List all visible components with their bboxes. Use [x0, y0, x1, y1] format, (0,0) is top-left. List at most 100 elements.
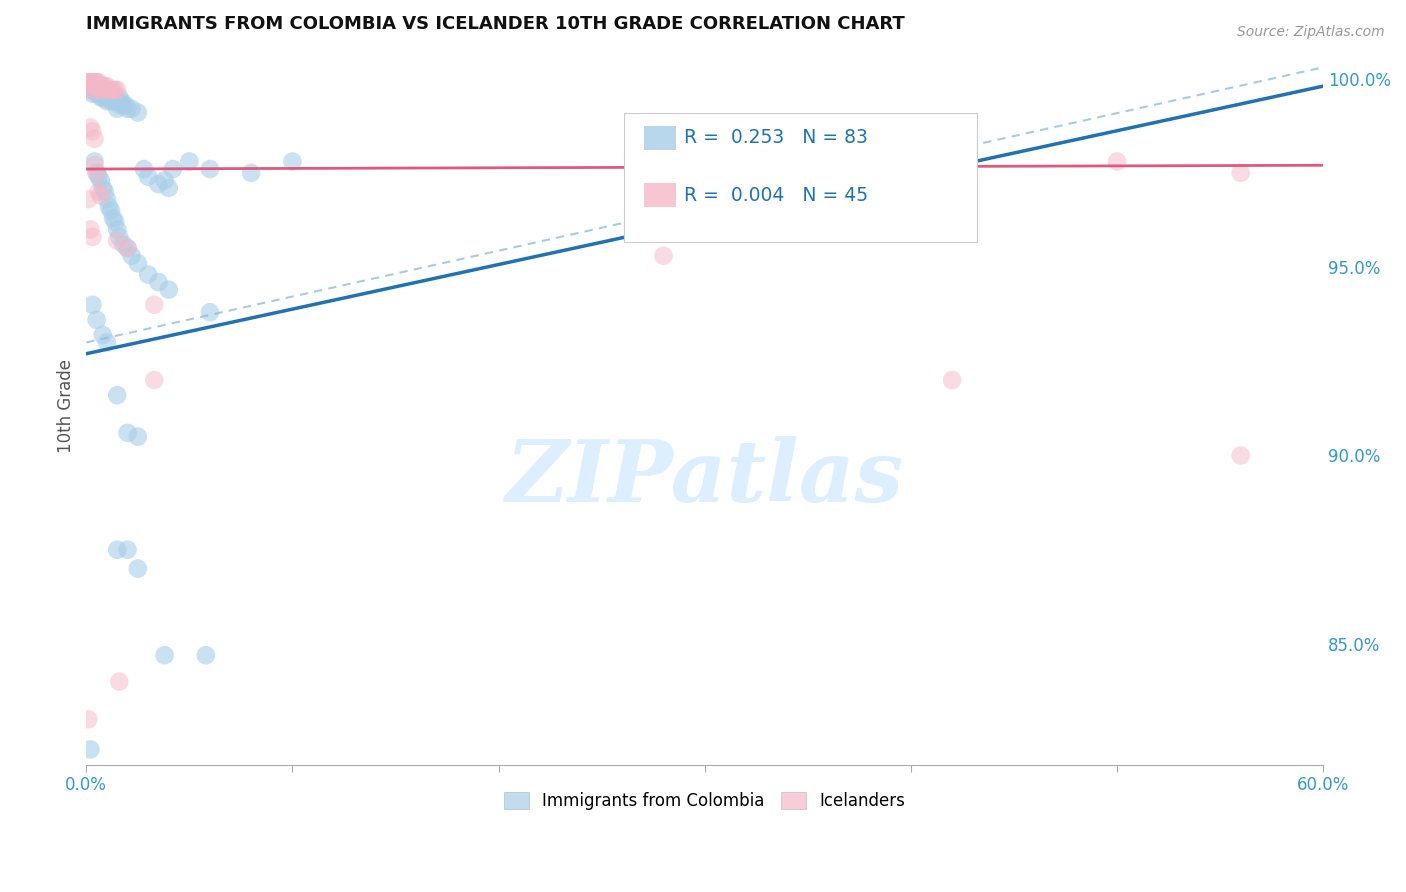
Point — [82, 75, 104, 89]
Point — [198, 162, 221, 177]
Point — [87, 169, 110, 184]
Point — [90, 87, 112, 101]
Point — [94, 83, 117, 97]
Point — [1229, 166, 1251, 180]
Point — [87, 79, 110, 94]
Point — [110, 94, 132, 108]
Point — [104, 215, 127, 229]
Point — [112, 237, 135, 252]
Point — [86, 79, 108, 94]
Point — [83, 132, 105, 146]
Y-axis label: 10th Grade: 10th Grade — [58, 359, 75, 453]
Point — [96, 83, 118, 97]
Point — [127, 105, 149, 120]
Point — [91, 79, 114, 94]
Point — [127, 256, 149, 270]
Point — [86, 166, 108, 180]
Point — [79, 79, 101, 94]
Point — [98, 83, 121, 97]
Point — [1105, 154, 1128, 169]
Point — [90, 79, 112, 94]
Text: Source: ZipAtlas.com: Source: ZipAtlas.com — [1237, 25, 1385, 39]
Point — [91, 87, 114, 101]
Point — [121, 249, 143, 263]
Point — [117, 102, 139, 116]
Text: R =  0.253   N = 83: R = 0.253 N = 83 — [683, 128, 868, 147]
Point — [104, 90, 127, 104]
Point — [112, 98, 135, 112]
Point — [77, 75, 100, 89]
Point — [136, 169, 159, 184]
Point — [94, 90, 117, 104]
Point — [90, 79, 112, 94]
Point — [143, 298, 166, 312]
Point — [82, 298, 104, 312]
Point — [90, 90, 112, 104]
Point — [96, 335, 118, 350]
Point — [105, 222, 128, 236]
Point — [83, 79, 105, 94]
Point — [101, 87, 124, 101]
Point — [101, 83, 124, 97]
Point — [105, 102, 128, 116]
Point — [105, 83, 128, 97]
Point — [96, 87, 118, 101]
Point — [83, 75, 105, 89]
Point — [87, 83, 110, 97]
Point — [79, 83, 101, 97]
Point — [148, 177, 170, 191]
Point — [127, 429, 149, 443]
Point — [117, 425, 139, 440]
Point — [86, 166, 108, 180]
Point — [153, 173, 176, 187]
Point — [83, 154, 105, 169]
Point — [82, 75, 104, 89]
Point — [79, 120, 101, 135]
Point — [86, 79, 108, 94]
Point — [100, 94, 122, 108]
Point — [108, 98, 131, 112]
Text: R =  0.004   N = 45: R = 0.004 N = 45 — [683, 186, 868, 205]
Point — [104, 83, 127, 97]
Point — [83, 75, 105, 89]
Point — [98, 90, 121, 104]
Point — [82, 87, 104, 101]
Point — [90, 83, 112, 97]
Point — [117, 241, 139, 255]
Point — [94, 79, 117, 94]
Point — [79, 79, 101, 94]
Point — [652, 249, 675, 263]
Point — [108, 230, 131, 244]
Point — [91, 327, 114, 342]
Text: ZIPatlas: ZIPatlas — [506, 436, 904, 520]
Point — [87, 87, 110, 101]
Point — [281, 154, 304, 169]
Point — [87, 185, 110, 199]
Point — [90, 173, 112, 187]
Point — [100, 83, 122, 97]
Point — [162, 162, 184, 177]
Point — [79, 742, 101, 756]
Point — [77, 192, 100, 206]
Point — [198, 305, 221, 319]
Point — [179, 154, 201, 169]
Point — [98, 200, 121, 214]
Point — [86, 75, 108, 89]
Point — [91, 83, 114, 97]
Point — [117, 542, 139, 557]
Point — [105, 388, 128, 402]
Point — [105, 234, 128, 248]
Point — [82, 79, 104, 94]
Point — [96, 94, 118, 108]
Point — [87, 75, 110, 89]
FancyBboxPatch shape — [644, 183, 676, 208]
Point — [87, 79, 110, 94]
Point — [90, 188, 112, 202]
Point — [96, 79, 118, 94]
Point — [121, 102, 143, 116]
Point — [136, 268, 159, 282]
Point — [83, 79, 105, 94]
Point — [127, 561, 149, 575]
Point — [79, 75, 101, 89]
Point — [91, 181, 114, 195]
